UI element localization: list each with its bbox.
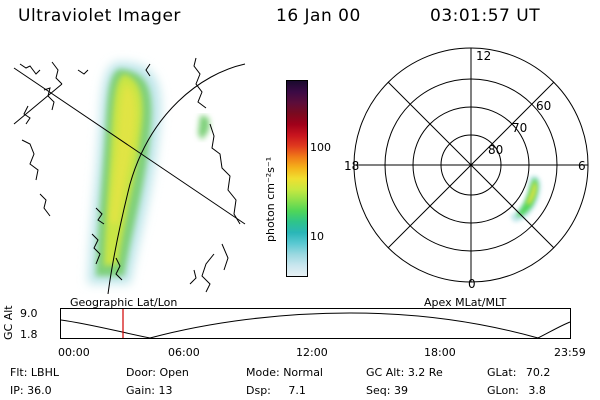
lat-label-80: 80 (488, 143, 503, 157)
time-tick-1800: 18:00 (424, 346, 456, 359)
mlt-label-12: 12 (476, 49, 491, 63)
time-tick-0600: 06:00 (168, 346, 200, 359)
coastlines (19, 57, 241, 293)
lat-label-70: 70 (512, 121, 527, 135)
colorbar-tick-100: 100 (310, 141, 331, 154)
colorbar-tick-10: 10 (310, 230, 324, 243)
info-seq: Seq: 39 (366, 384, 408, 397)
aurora-oval-polar (510, 175, 541, 222)
time-tick-0000: 00:00 (58, 346, 90, 359)
geo-grid-lines (13, 63, 246, 294)
altitude-ylabel: GC Alt (2, 305, 15, 340)
time-label: 03:01:57 UT (430, 6, 541, 26)
polar-plot: 12 18 6 0 60 70 80 (344, 47, 589, 291)
time-tick-2359: 23:59 (554, 346, 586, 359)
lat-label-60: 60 (536, 99, 551, 113)
info-dsp: Dsp: 7.1 (246, 384, 306, 397)
aurora-band-geographic (88, 62, 210, 284)
info-mode: Mode: Normal (246, 366, 323, 379)
info-door: Door: Open (126, 366, 189, 379)
info-gc-alt: GC Alt: 3.2 Re (366, 366, 443, 379)
mlt-label-18: 18 (344, 159, 359, 173)
info-glon: GLon: 3.8 (487, 384, 546, 397)
instrument-title: Ultraviolet Imager (18, 6, 181, 26)
date-label: 16 Jan 00 (276, 6, 361, 26)
mlt-label-6: 6 (578, 159, 586, 173)
time-tick-1200: 12:00 (296, 346, 328, 359)
geographic-panel-label: Geographic Lat/Lon (70, 296, 178, 309)
geographic-image-panel (13, 57, 246, 294)
info-gain: Gain: 13 (126, 384, 173, 397)
apex-panel-label: Apex MLat/MLT (424, 296, 507, 309)
info-flt: Flt: LBHL (10, 366, 59, 379)
altitude-timeline-plot (60, 308, 571, 339)
colorbar-gradient (287, 81, 307, 276)
colorbar (286, 80, 308, 277)
polar-grid (353, 47, 589, 283)
altitude-tick-min: 1.8 (20, 328, 38, 341)
info-ip: IP: 36.0 (10, 384, 52, 397)
colorbar-unit-label: photon cm⁻²s⁻¹ (264, 156, 277, 242)
info-glat: GLat: 70.2 (487, 366, 551, 379)
mlt-label-0: 0 (468, 277, 476, 291)
altitude-tick-max: 9.0 (20, 307, 38, 320)
